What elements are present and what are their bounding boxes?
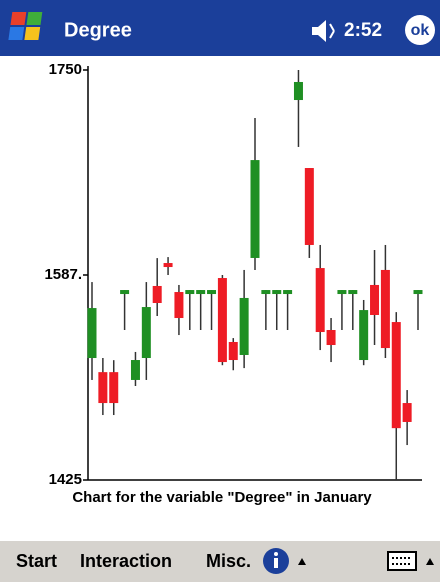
candle-body [196,290,206,295]
candle-body [337,290,347,295]
title-bar [0,0,440,56]
candle-body [163,263,173,268]
menu-item[interactable]: Interaction [80,551,172,571]
candle-body [87,308,97,359]
info-icon[interactable] [263,548,289,574]
candle-body [261,290,271,295]
keyboard-icon[interactable] [387,551,417,571]
candle-body [98,372,108,404]
clock: 2:52 [344,20,382,41]
chart-title: Chart for the variable "Degree" in Janua… [72,489,372,506]
candle-body [272,290,282,295]
candle-body [207,290,217,295]
y-tick-label: 1750 [49,61,82,78]
candle-body [239,297,249,355]
candle-body [109,372,119,404]
candle-body [293,81,303,101]
y-tick-label: 1587. [44,266,82,283]
menu-item[interactable]: Misc. [206,551,251,571]
windows-logo[interactable] [8,12,43,40]
chart: 1425 1587. 1750 [44,61,423,488]
candle-body [391,322,401,429]
candle-body [152,285,162,304]
candle-body [217,278,227,363]
candle-body [283,290,293,295]
candle-body [228,341,238,361]
window-title: Degree [64,19,132,41]
candle-body [359,310,369,361]
candle-body [370,284,380,315]
candle-body [185,290,195,295]
candle-body [304,168,314,245]
candle-body [380,269,390,349]
speaker-icon[interactable] [312,20,335,42]
candle-body [120,290,130,295]
candle-body [402,403,412,422]
candle-body [315,268,325,333]
ok-button[interactable] [405,15,435,45]
candle-body [141,307,151,359]
candle-body [326,330,336,346]
candle-body [348,290,358,295]
y-tick-label: 1425 [49,471,82,488]
up-arrow[interactable] [426,558,434,565]
menu-bar [0,540,440,582]
candle-body [130,360,140,380]
menu-item[interactable]: Start [16,551,57,571]
candle-body [413,290,423,295]
ok-label[interactable]: ok [411,22,430,39]
candle-body [174,292,184,319]
up-arrow[interactable] [298,558,306,565]
candle-body [250,160,260,258]
